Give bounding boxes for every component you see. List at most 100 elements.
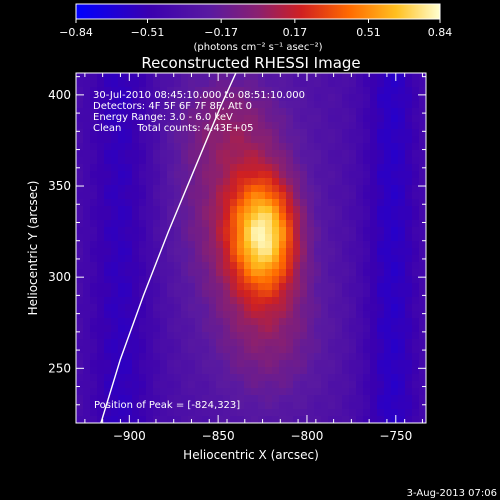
heatmap-cell — [76, 325, 84, 333]
heatmap-cell — [419, 353, 426, 361]
heatmap-cell — [146, 73, 154, 81]
heatmap-cell — [349, 416, 357, 423]
heatmap-cell — [230, 402, 238, 410]
heatmap-cell — [244, 87, 252, 95]
heatmap-cell — [188, 241, 196, 249]
heatmap-cell — [342, 143, 350, 151]
heatmap-cell — [83, 234, 91, 242]
heatmap-cell — [104, 143, 112, 151]
heatmap-cell — [139, 339, 147, 347]
heatmap-cell — [405, 332, 413, 340]
heatmap-cell — [216, 101, 224, 109]
heatmap-cell — [76, 395, 84, 403]
heatmap-cell — [314, 262, 322, 270]
heatmap-cell — [398, 150, 406, 158]
heatmap-cell — [230, 122, 238, 130]
heatmap-cell — [188, 87, 196, 95]
heatmap-cell — [139, 143, 147, 151]
heatmap-cell — [405, 213, 413, 221]
heatmap-cell — [125, 290, 133, 298]
heatmap-cell — [83, 255, 91, 263]
heatmap-cell — [146, 416, 154, 423]
heatmap-cell — [188, 276, 196, 284]
heatmap-cell — [335, 367, 343, 375]
heatmap-cell — [314, 297, 322, 305]
heatmap-cell — [244, 269, 252, 277]
heatmap-cell — [405, 255, 413, 263]
heatmap-cell — [167, 304, 175, 312]
heatmap-cell — [356, 171, 364, 179]
heatmap-cell — [188, 402, 196, 410]
heatmap-cell — [216, 157, 224, 165]
heatmap-cell — [90, 269, 98, 277]
heatmap-cell — [251, 262, 259, 270]
heatmap-cell — [356, 402, 364, 410]
heatmap-cell — [272, 395, 280, 403]
heatmap-cell — [272, 297, 280, 305]
heatmap-cell — [335, 374, 343, 382]
heatmap-cell — [146, 297, 154, 305]
heatmap-cell — [328, 262, 336, 270]
heatmap-cell — [314, 234, 322, 242]
heatmap-cell — [174, 269, 182, 277]
heatmap-cell — [384, 416, 392, 423]
heatmap-cell — [405, 150, 413, 158]
heatmap-cell — [251, 395, 259, 403]
heatmap-cell — [97, 129, 105, 137]
heatmap-cell — [335, 185, 343, 193]
heatmap-cell — [342, 269, 350, 277]
heatmap-cell — [139, 248, 147, 256]
heatmap-cell — [244, 353, 252, 361]
heatmap-cell — [265, 80, 273, 88]
heatmap-cell — [181, 150, 189, 158]
heatmap-cell — [167, 381, 175, 389]
heatmap-cell — [356, 290, 364, 298]
heatmap-cell — [216, 402, 224, 410]
footer-date: 3-Aug-2013 07:06 — [407, 488, 497, 499]
heatmap-cell — [272, 220, 280, 228]
heatmap-cell — [125, 346, 133, 354]
heatmap-cell — [377, 339, 385, 347]
heatmap-cell — [83, 269, 91, 277]
heatmap-cell — [181, 143, 189, 151]
heatmap-cell — [76, 360, 84, 368]
heatmap-cell — [153, 136, 161, 144]
heatmap-cell — [223, 150, 231, 158]
heatmap-cell — [104, 206, 112, 214]
heatmap-cell — [160, 94, 168, 102]
heatmap-cell — [132, 227, 140, 235]
heatmap-cell — [272, 255, 280, 263]
heatmap-cell — [328, 290, 336, 298]
heatmap-cell — [167, 262, 175, 270]
heatmap-cell — [391, 409, 399, 417]
heatmap-cell — [398, 297, 406, 305]
heatmap-cell — [216, 283, 224, 291]
heatmap-cell — [370, 353, 378, 361]
heatmap-cell — [104, 388, 112, 396]
heatmap-cell — [104, 234, 112, 242]
heatmap-cell — [104, 262, 112, 270]
heatmap-cell — [321, 367, 329, 375]
heatmap-cell — [405, 143, 413, 151]
heatmap-cell — [83, 101, 91, 109]
heatmap-cell — [104, 241, 112, 249]
heatmap-cell — [335, 409, 343, 417]
heatmap-cell — [76, 122, 84, 130]
heatmap-cell — [279, 80, 287, 88]
heatmap-cell — [181, 416, 189, 423]
heatmap-cell — [321, 185, 329, 193]
y-tick-label: 400 — [48, 88, 71, 102]
heatmap-cell — [349, 339, 357, 347]
heatmap-cell — [356, 122, 364, 130]
heatmap-cell — [160, 297, 168, 305]
heatmap-cell — [300, 157, 308, 165]
heatmap-cell — [321, 395, 329, 403]
heatmap-cell — [279, 409, 287, 417]
heatmap-cell — [244, 178, 252, 186]
heatmap-cell — [104, 269, 112, 277]
heatmap-cell — [174, 185, 182, 193]
heatmap-cell — [265, 318, 273, 326]
heatmap-cell — [223, 402, 231, 410]
heatmap-cell — [398, 255, 406, 263]
heatmap-cell — [370, 241, 378, 249]
